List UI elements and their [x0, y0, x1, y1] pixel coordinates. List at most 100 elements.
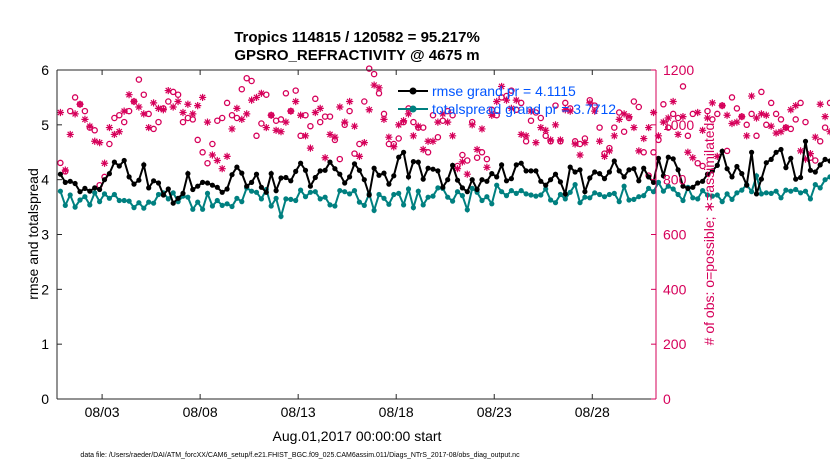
- totalspread-point: [239, 199, 245, 205]
- x-tick-label: 08/08: [183, 404, 218, 420]
- obs-assimilated-point: [527, 107, 535, 115]
- totalspread-point: [170, 190, 176, 196]
- rmse-point: [798, 174, 804, 181]
- totalspread-point: [709, 193, 716, 199]
- totalspread-point: [136, 200, 142, 206]
- obs-possible-point: [316, 118, 324, 126]
- rmse-point: [376, 172, 382, 178]
- obs-assimilated-point: [767, 122, 775, 130]
- y-tick-label-right: 1200: [663, 62, 694, 78]
- totalspread-point: [185, 194, 191, 200]
- totalspread-point: [87, 202, 93, 208]
- obs-assimilated-point: [404, 110, 413, 118]
- obs-possible-point: [802, 118, 809, 126]
- totalspread-point: [646, 185, 652, 191]
- obs-assimilated-point: [179, 108, 187, 117]
- rmse-point: [646, 174, 652, 180]
- obs-assimilated-point: [581, 139, 589, 147]
- rmse-point: [77, 189, 83, 195]
- totalspread-point: [636, 194, 642, 200]
- totalspread-point: [278, 213, 284, 219]
- obs-assimilated-point: [297, 111, 305, 119]
- totalspread-point: [562, 196, 568, 202]
- totalspread-point: [631, 196, 637, 202]
- totalspread-point: [552, 200, 559, 206]
- totalspread-point: [768, 190, 774, 196]
- totalspread-point: [773, 188, 779, 194]
- totalspread-point: [523, 191, 529, 197]
- rmse-point: [420, 176, 426, 182]
- obs-assimilated-point: [478, 125, 486, 133]
- rmse-point: [180, 190, 186, 196]
- obs-assimilated-point: [434, 118, 442, 126]
- totalspread-point: [204, 190, 211, 196]
- rmse-point: [327, 159, 333, 165]
- rmse-point: [190, 186, 196, 193]
- obs-possible-point: [155, 118, 162, 126]
- totalspread-point: [253, 189, 260, 195]
- obs-assimilated-point: [145, 123, 153, 132]
- obs-possible-point: [228, 111, 236, 119]
- obs-assimilated-point: [448, 132, 457, 140]
- obs-possible-point: [135, 76, 143, 83]
- rmse-point: [499, 162, 505, 168]
- rmse-point: [298, 160, 304, 166]
- obs-assimilated-point: [689, 154, 697, 162]
- obs-assimilated-point: [135, 103, 143, 111]
- obs-possible-point: [483, 155, 491, 163]
- obs-possible-point: [140, 91, 148, 98]
- rmse-point: [219, 189, 225, 195]
- totalspread-point: [660, 188, 667, 194]
- totalspread-point: [528, 192, 534, 198]
- totalspread-point: [464, 207, 470, 213]
- obs-assimilated-point: [375, 84, 383, 92]
- obs-assimilated-point: [316, 104, 324, 112]
- obs-assimilated-point: [355, 152, 364, 160]
- rmse-point: [214, 184, 220, 190]
- obs-assimilated-point: [252, 93, 261, 102]
- totalspread-point: [396, 190, 402, 196]
- rmse-point: [562, 191, 568, 197]
- totalspread-point: [302, 194, 309, 200]
- rmse-point: [293, 168, 299, 174]
- obs-possible-point: [106, 140, 113, 148]
- obs-assimilated-point: [110, 130, 118, 139]
- obs-assimilated-point: [610, 132, 618, 140]
- totalspread-point: [347, 191, 353, 197]
- legend-rmse-marker: [409, 87, 417, 95]
- totalspread-point: [97, 199, 103, 205]
- obs-assimilated-point: [517, 130, 525, 139]
- obs-possible-point: [826, 99, 830, 107]
- totalspread-point: [425, 194, 431, 200]
- obs-assimilated-point: [213, 156, 221, 165]
- rmse-point: [263, 189, 269, 195]
- rmse-point: [160, 192, 166, 198]
- obs-possible-point: [772, 110, 780, 118]
- rmse-point: [680, 183, 686, 189]
- rmse-point: [827, 158, 830, 164]
- y-tick-label-left: 6: [41, 62, 49, 78]
- obs-assimilated-point: [66, 130, 74, 139]
- obs-assimilated-point: [620, 110, 628, 118]
- totalspread-point: [401, 202, 407, 208]
- rmse-point: [597, 171, 603, 177]
- rmse-point: [97, 186, 103, 193]
- obs-assimilated-point: [61, 166, 69, 174]
- obs-assimilated-point: [664, 114, 672, 122]
- obs-assimilated-point: [277, 128, 285, 136]
- totalspread-point: [719, 199, 725, 205]
- obs-assimilated-point: [605, 147, 614, 155]
- totalspread-point: [616, 199, 622, 205]
- totalspread-point: [503, 193, 510, 199]
- totalspread-point: [582, 194, 588, 200]
- totalspread-point: [807, 196, 814, 202]
- obs-possible-point: [419, 124, 427, 131]
- obs-assimilated-point: [507, 104, 515, 112]
- totalspread-point: [783, 187, 789, 193]
- totalspread-point: [518, 188, 524, 194]
- obs-assimilated-point: [718, 102, 726, 110]
- obs-possible-point: [116, 111, 123, 119]
- legend-spread-label: totalspread grand pr = 3.7712: [432, 101, 616, 117]
- obs-assimilated-point: [483, 163, 491, 171]
- totalspread-point: [293, 197, 299, 204]
